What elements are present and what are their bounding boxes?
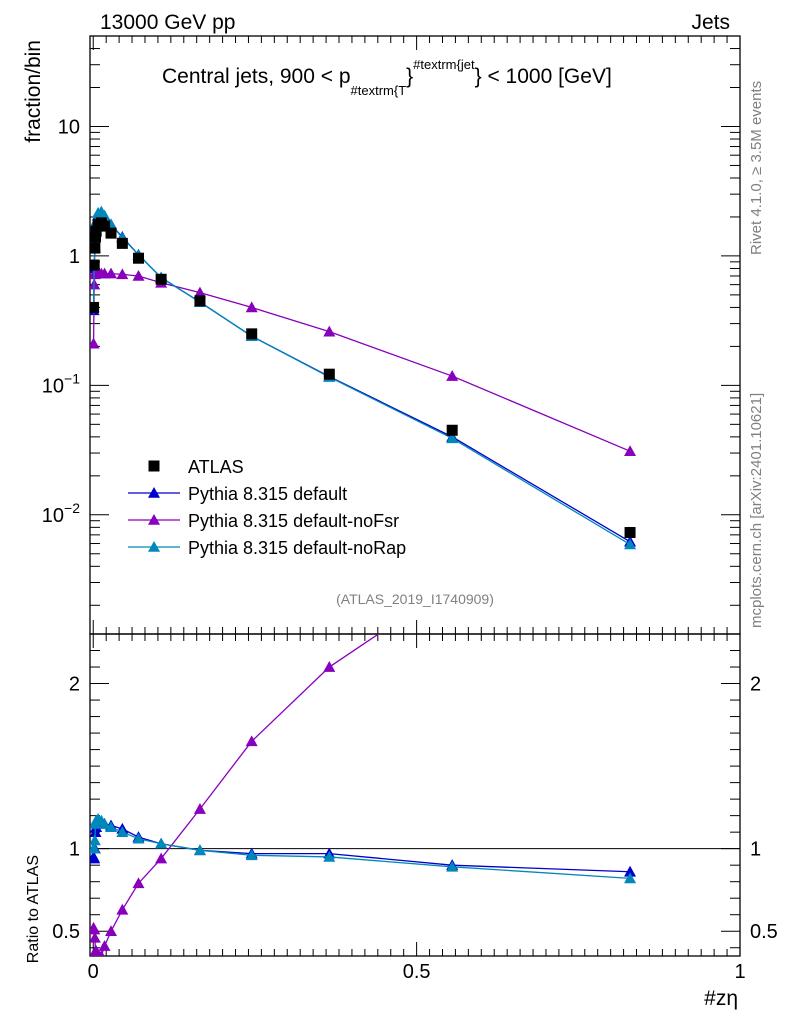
ratio-y-tick-label: 0.5: [52, 921, 80, 943]
x-tick-label: 1: [734, 961, 745, 983]
point-pythia-8-315-default-nofsr: [193, 286, 206, 298]
main-y-tick-label: 1: [69, 246, 80, 268]
legend-label-pythia-8-315-default-nofsr: Pythia 8.315 default-noFsr: [188, 511, 399, 531]
point-atlas: [105, 227, 117, 239]
point-atlas: [323, 368, 335, 380]
point-atlas: [90, 242, 101, 254]
point-pythia-8-315-default-nofsr: [105, 267, 118, 279]
ratio-frame: [89, 633, 741, 957]
ratio-point-pythia-8-315-default-norap: [624, 872, 637, 884]
ratio-point-pythia-8-315-default-norap: [245, 849, 258, 861]
point-pythia-8-315-default-nofsr: [90, 337, 100, 349]
ratio-point-pythia-8-315-default-norap: [446, 860, 459, 872]
header-energy: 13000 GeV pp: [100, 11, 235, 34]
ratio-point-pythia-8-315-default-nofsr: [98, 940, 111, 951]
point-atlas: [133, 252, 145, 264]
ratio-y-tick-label: 1: [69, 839, 80, 861]
ratio-point-pythia-8-315-default: [90, 852, 101, 864]
ratio-y-tick-label-right: 2: [750, 674, 761, 696]
mcplots-credit-label: mcplots.cern.ch [arXiv:2401.10621]: [748, 393, 765, 628]
ratio-point-pythia-8-315-default-norap: [323, 850, 336, 862]
ratio-point-pythia-8-315-default-norap: [105, 821, 118, 832]
point-pythia-8-315-default-nofsr: [90, 278, 101, 290]
legend-marker-pythia-8-315-default-nofsr: [148, 514, 160, 525]
ratio-point-pythia-8-315-default-norap: [155, 837, 168, 849]
ratio-point-pythia-8-315-default-nofsr: [155, 852, 168, 864]
point-atlas: [90, 259, 100, 271]
ratio-point-pythia-8-315-default-norap: [90, 842, 101, 854]
ratio-point-pythia-8-315-default-nofsr: [245, 735, 258, 747]
ratio-point-pythia-8-315-default-nofsr: [97, 950, 105, 956]
point-atlas: [194, 295, 206, 307]
analysis-id-label: (ATLAS_2019_I1740909): [336, 591, 494, 607]
header-process: Jets: [691, 11, 730, 34]
ratio-point-pythia-8-315-default-nofsr: [193, 803, 206, 814]
ratio-point-pythia-8-315-default-nofsr: [446, 578, 458, 589]
point-atlas: [116, 237, 128, 249]
ratio-point-pythia-8-315-default-norap: [116, 826, 129, 837]
legend-label-pythia-8-315-default: Pythia 8.315 default: [188, 484, 347, 504]
point-atlas: [90, 301, 100, 313]
legend-label-pythia-8-315-default-norap: Pythia 8.315 default-noRap: [188, 538, 406, 558]
point-pythia-8-315-default-nofsr: [323, 325, 336, 337]
point-atlas: [90, 225, 102, 237]
ratio-y-tick-label-right: 1: [750, 839, 761, 861]
plot-title: Central jets, 900 < p#textrm{T}#textrm{j…: [162, 57, 612, 98]
ratio-line-pythia-8-315-default-nofsr: [92, 634, 380, 956]
series-line-pythia-8-315-default-nofsr: [92, 271, 631, 452]
ratio-point-pythia-8-315-default-nofsr: [132, 877, 145, 889]
x-tick-label: 0.5: [403, 961, 431, 983]
main-y-tick-label: 10−1: [42, 370, 80, 397]
point-atlas: [155, 273, 167, 285]
point-pythia-8-315-default-nofsr: [624, 445, 637, 457]
x-tick-label: 0: [88, 961, 99, 983]
ratio-point-pythia-8-315-default: [624, 865, 637, 877]
ratio-y-tick-label-right: 0.5: [750, 921, 778, 943]
legend-marker-pythia-8-315-default-norap: [148, 541, 160, 552]
point-pythia-8-315-default-nofsr: [116, 268, 129, 280]
rivet-version-label: Rivet 4.1.0, ≥ 3.5M events: [748, 81, 765, 255]
ratio-point-pythia-8-315-default-nofsr: [90, 923, 101, 935]
point-pythia-8-315-default-nofsr: [132, 269, 145, 281]
legend-marker-pythia-8-315-default: [148, 487, 160, 498]
ratio-point-pythia-8-315-default-nofsr: [323, 661, 336, 672]
point-pythia-8-315-default-norap: [446, 432, 459, 444]
ratio-y-axis-title: Ratio to ATLAS: [25, 855, 42, 963]
ratio-point-pythia-8-315-default-norap: [98, 817, 111, 829]
ratio-point-pythia-8-315-default-norap: [90, 834, 101, 846]
main-y-tick-label: 10: [58, 116, 80, 138]
legend-marker-atlas: [148, 460, 160, 472]
point-atlas: [90, 231, 101, 243]
x-axis-title: #zη: [704, 987, 738, 1010]
point-atlas: [99, 220, 111, 232]
main-y-axis-title: fraction/bin: [22, 40, 45, 143]
point-atlas: [246, 328, 258, 340]
point-atlas: [446, 424, 458, 436]
ratio-point-pythia-8-315-default-norap: [193, 844, 206, 856]
main-y-tick-label: 10−2: [42, 500, 80, 527]
point-pythia-8-315-default-nofsr: [245, 301, 258, 313]
ratio-point-pythia-8-315-default-nofsr: [90, 931, 101, 943]
point-pythia-8-315-default-norap: [624, 538, 637, 550]
ratio-point-pythia-8-315-default-nofsr: [624, 314, 636, 325]
ratio-y-tick-label: 2: [69, 674, 80, 696]
legend-label-atlas: ATLAS: [188, 457, 244, 477]
point-atlas: [624, 526, 636, 538]
ratio-point-pythia-8-315-default-norap: [132, 832, 145, 844]
ratio-point-pythia-8-315-default-nofsr: [105, 925, 118, 937]
point-pythia-8-315-default-nofsr: [446, 370, 459, 381]
ratio-point-pythia-8-315-default-nofsr: [116, 903, 129, 915]
